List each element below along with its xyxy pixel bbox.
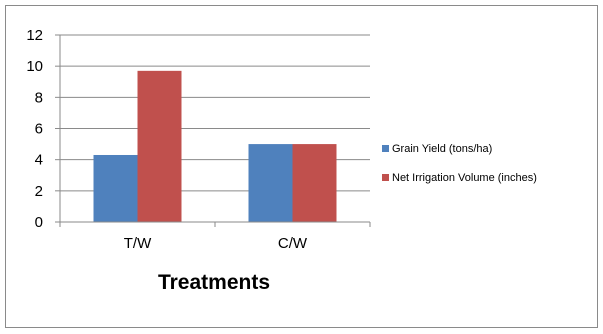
y-tick-labels: 0 2 4 6 8 10 12 [26, 27, 43, 231]
bars [93, 70, 337, 222]
y-tick-label: 4 [35, 152, 43, 169]
legend-swatch [382, 145, 389, 152]
axes [59, 35, 371, 227]
bar-t-w-series-2 [137, 70, 182, 222]
y-tick-label: 12 [26, 27, 43, 44]
x-tick-labels: T/W C/W [124, 235, 308, 252]
bar-c-w-series-1 [248, 144, 293, 222]
bar-c-w-series-2 [292, 144, 337, 222]
y-tick-label: 6 [35, 121, 43, 138]
y-tick-label: 2 [35, 183, 43, 200]
legend-label: Grain Yield (tons/ha) [392, 143, 492, 155]
legend-swatch [382, 174, 389, 181]
x-axis-title: Treatments [158, 271, 270, 294]
bar-t-w-series-1 [93, 154, 138, 222]
y-tick-label: 10 [26, 58, 43, 75]
legend: Grain Yield (tons/ha) Net Irrigation Volu… [382, 143, 537, 184]
x-tick-label: T/W [124, 235, 152, 252]
y-tick-label: 8 [35, 89, 43, 106]
legend-label: Net Irrigation Volume (inches) [392, 172, 537, 184]
y-tick-label: 0 [35, 214, 43, 231]
x-tick-label: C/W [278, 235, 308, 252]
